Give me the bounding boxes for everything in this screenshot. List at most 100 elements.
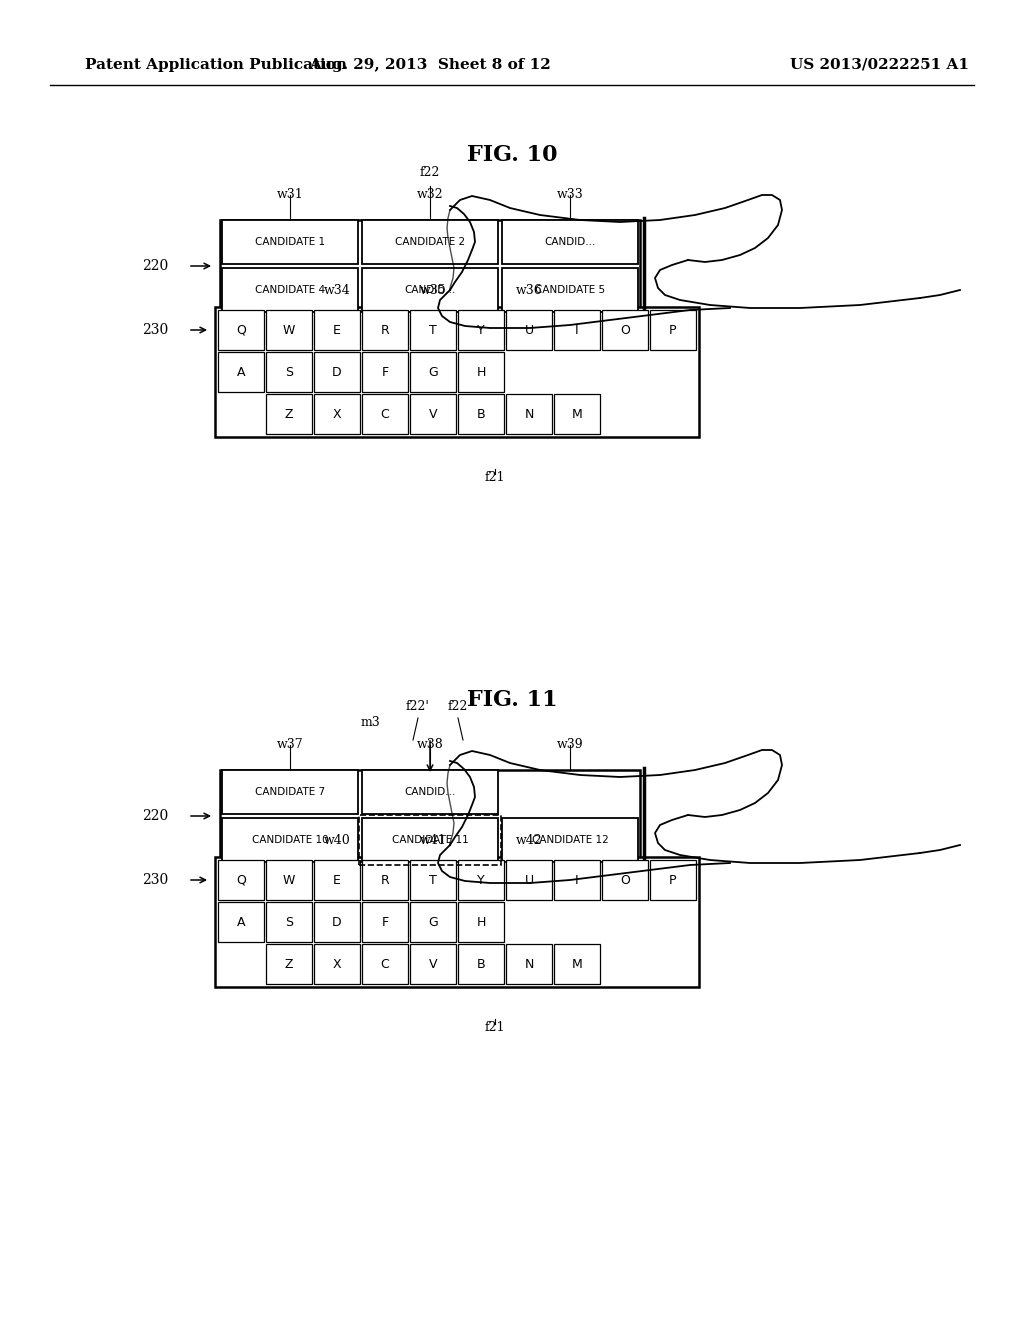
Text: 220: 220 <box>142 809 168 822</box>
Bar <box>410 352 456 392</box>
Bar <box>650 310 696 350</box>
Bar <box>362 310 408 350</box>
Text: Q: Q <box>237 874 246 887</box>
Text: CANDIDATE 7: CANDIDATE 7 <box>255 787 325 797</box>
Bar <box>506 944 552 983</box>
Text: R: R <box>381 874 389 887</box>
Text: U: U <box>524 874 534 887</box>
Bar <box>554 393 600 434</box>
Text: W: W <box>283 874 295 887</box>
Bar <box>506 310 552 350</box>
Text: I: I <box>575 323 579 337</box>
Text: Patent Application Publication: Patent Application Publication <box>85 58 347 73</box>
Text: V: V <box>429 408 437 421</box>
Bar <box>458 902 504 942</box>
Text: f22: f22 <box>420 166 440 180</box>
Text: w31: w31 <box>276 187 303 201</box>
Text: Q: Q <box>237 323 246 337</box>
Bar <box>506 861 552 900</box>
Bar <box>220 220 640 312</box>
Bar <box>314 944 360 983</box>
Bar <box>602 310 648 350</box>
Bar <box>314 902 360 942</box>
Bar <box>362 902 408 942</box>
Bar <box>554 861 600 900</box>
Text: T: T <box>429 874 437 887</box>
Bar <box>218 310 264 350</box>
Bar <box>458 352 504 392</box>
Text: D: D <box>332 916 342 928</box>
Bar <box>502 220 638 264</box>
Text: CANDIDATE 10: CANDIDATE 10 <box>252 836 329 845</box>
Text: w42: w42 <box>516 834 543 847</box>
Text: w33: w33 <box>557 187 584 201</box>
Text: w35: w35 <box>420 284 446 297</box>
Text: Z: Z <box>285 408 293 421</box>
Text: H: H <box>476 366 485 379</box>
Bar <box>362 770 498 814</box>
Bar <box>362 818 498 862</box>
Text: C: C <box>381 408 389 421</box>
Text: f21: f21 <box>484 471 505 484</box>
Bar <box>554 310 600 350</box>
Bar <box>362 393 408 434</box>
Text: P: P <box>670 874 677 887</box>
Bar <box>362 352 408 392</box>
Bar <box>215 308 699 437</box>
Text: V: V <box>429 957 437 970</box>
Text: Aug. 29, 2013  Sheet 8 of 12: Aug. 29, 2013 Sheet 8 of 12 <box>309 58 551 73</box>
Text: CANDID...: CANDID... <box>545 238 596 247</box>
Text: w39: w39 <box>557 738 584 751</box>
Bar <box>458 861 504 900</box>
Bar <box>650 861 696 900</box>
Text: Y: Y <box>477 874 484 887</box>
Text: f21: f21 <box>484 1020 505 1034</box>
Text: T: T <box>429 323 437 337</box>
Text: D: D <box>332 366 342 379</box>
Text: P: P <box>670 323 677 337</box>
Bar <box>602 861 648 900</box>
Text: f22': f22' <box>407 700 430 713</box>
Text: F: F <box>381 916 388 928</box>
Bar <box>362 220 498 264</box>
Text: F: F <box>381 366 388 379</box>
Bar <box>362 268 498 312</box>
Text: CANDIDATE 2: CANDIDATE 2 <box>395 238 465 247</box>
Text: m3: m3 <box>360 715 380 729</box>
Bar <box>222 770 358 814</box>
Text: R: R <box>381 323 389 337</box>
Text: f22: f22 <box>447 700 468 713</box>
Text: H: H <box>476 916 485 928</box>
Bar <box>314 310 360 350</box>
Text: w41: w41 <box>420 834 446 847</box>
Bar <box>266 902 312 942</box>
Bar <box>314 393 360 434</box>
Text: A: A <box>237 916 246 928</box>
Text: M: M <box>571 957 583 970</box>
Bar <box>266 393 312 434</box>
Bar <box>502 268 638 312</box>
Bar <box>410 902 456 942</box>
Text: FIG. 11: FIG. 11 <box>467 689 557 711</box>
Text: X: X <box>333 408 341 421</box>
Text: G: G <box>428 916 438 928</box>
Bar <box>266 861 312 900</box>
Bar <box>222 818 358 862</box>
Bar <box>222 268 358 312</box>
Text: w32: w32 <box>417 187 443 201</box>
Text: S: S <box>285 916 293 928</box>
Bar <box>222 220 358 264</box>
Text: w40: w40 <box>324 834 350 847</box>
Text: B: B <box>477 957 485 970</box>
Text: CANDIDATE 4: CANDIDATE 4 <box>255 285 325 294</box>
Text: FIG. 10: FIG. 10 <box>467 144 557 166</box>
Text: Y: Y <box>477 323 484 337</box>
Text: 230: 230 <box>142 873 168 887</box>
Text: O: O <box>621 323 630 337</box>
Bar <box>410 861 456 900</box>
Text: CANDIDATE 12: CANDIDATE 12 <box>531 836 608 845</box>
Bar <box>458 310 504 350</box>
Text: E: E <box>333 323 341 337</box>
Text: N: N <box>524 957 534 970</box>
Bar <box>220 770 640 862</box>
